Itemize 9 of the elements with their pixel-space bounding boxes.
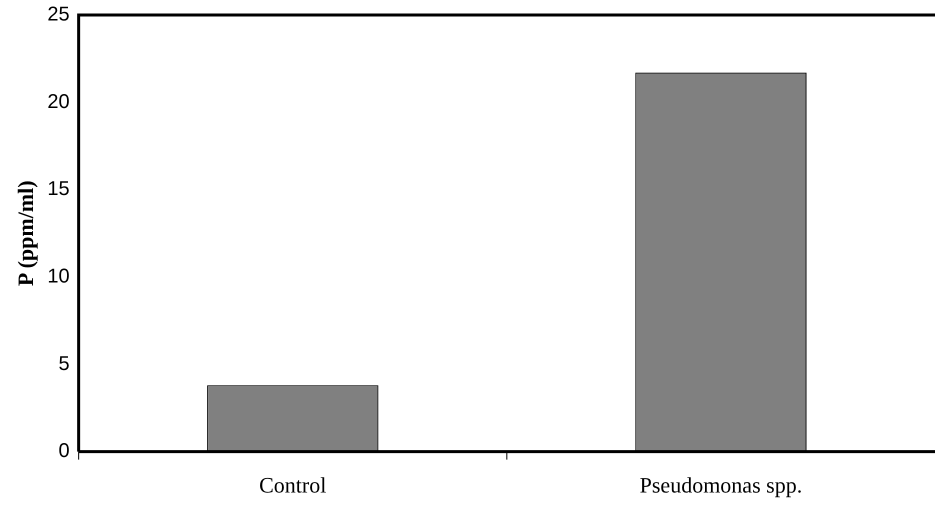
y-tick-label: 0 [58, 440, 70, 462]
y-tick-label: 20 [47, 90, 70, 113]
y-tick-label: 15 [47, 178, 70, 200]
y-tick-label: 10 [47, 265, 70, 288]
x-tick-label: Pseudomonas spp. [640, 472, 802, 498]
x-tick-label: Control [259, 472, 326, 498]
y-axis-title: P (ppm/ml) [12, 180, 38, 286]
y-tick-label: 5 [58, 352, 70, 375]
y-tick-label: 25 [47, 4, 70, 26]
